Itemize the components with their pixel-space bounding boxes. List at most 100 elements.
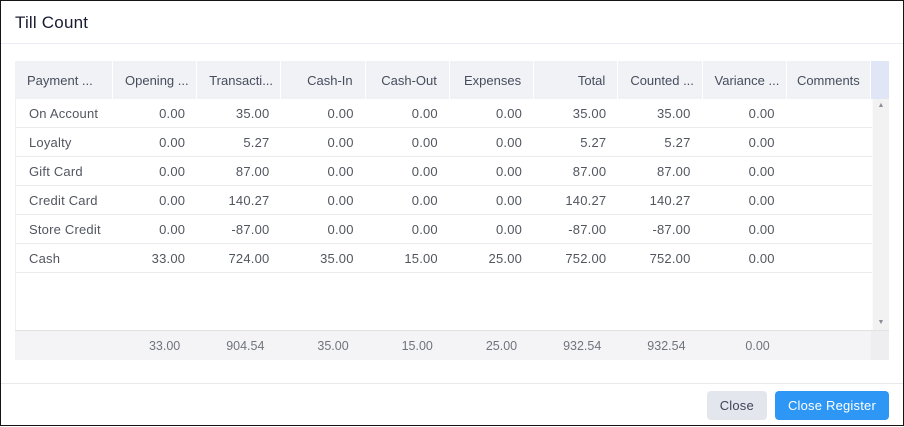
table-cell: 0.00 — [495, 192, 523, 208]
till-count-table: Payment ... Opening ... Transacti... Cash-I… — [15, 61, 889, 360]
table-cell: 0.00 — [748, 250, 775, 266]
table-cell: 25.00 — [488, 250, 523, 266]
table-cell: 0.00 — [159, 105, 186, 121]
header-cell[interactable]: Expenses — [450, 61, 535, 99]
table-cell: 0.00 — [748, 192, 775, 208]
table-cell: 0.00 — [411, 221, 438, 237]
close-register-button[interactable]: Close Register — [774, 391, 889, 420]
footer-cell — [787, 331, 871, 360]
header-scrollbar-spacer — [870, 61, 889, 99]
header-cell[interactable]: Total — [534, 61, 619, 99]
table-cell: 87.00 — [235, 163, 270, 179]
table-cell: 5.27 — [580, 134, 607, 150]
footer-cell: 25.00 — [485, 338, 518, 353]
table-cell: 0.00 — [327, 221, 354, 237]
footer-cell: 0.00 — [745, 338, 770, 353]
table-cell: 0.00 — [327, 163, 354, 179]
table-row[interactable]: Loyalty 0.00 5.27 0.00 0.00 0.00 5.27 5.27 0.00 — [16, 128, 872, 157]
footer-cell: 33.00 — [148, 338, 181, 353]
table-cell: 0.00 — [159, 163, 186, 179]
table-cell: 0.00 — [411, 163, 438, 179]
table-cell: 0.00 — [411, 192, 438, 208]
table-body: On Account 0.00 35.00 0.00 0.00 0.00 35.00 35.0… — [16, 99, 872, 330]
table-footer-row: 33.00 904.54 35.00 15.00 25.00 932.54 932.54 0.… — [15, 330, 889, 360]
table-cell — [788, 244, 872, 272]
table-cell — [788, 157, 872, 185]
scroll-up-icon[interactable]: ▲ — [877, 102, 885, 109]
dialog-header: Till Count — [1, 1, 903, 44]
table-cell — [788, 186, 872, 214]
footer-cell — [15, 331, 113, 360]
vertical-scrollbar[interactable]: ▲ ▼ — [872, 99, 889, 330]
header-cell[interactable]: Payment ... — [15, 61, 113, 99]
table-row[interactable]: Cash 33.00 724.00 35.00 15.00 25.00 752.00 752.… — [16, 244, 872, 273]
table-header-row: Payment ... Opening ... Transacti... Cash-I… — [15, 61, 889, 99]
header-cell[interactable]: Variance ... — [703, 61, 787, 99]
footer-cell: 904.54 — [226, 338, 265, 353]
table-cell: 0.00 — [411, 134, 438, 150]
table-row[interactable]: Store Credit 0.00 -87.00 0.00 0.00 0.00 -87.00… — [16, 215, 872, 244]
table-cell: 0.00 — [327, 134, 354, 150]
table-cell: 0.00 — [159, 134, 186, 150]
table-cell: -87.00 — [652, 221, 691, 237]
table-cell: 0.00 — [327, 192, 354, 208]
table-cell: Cash — [29, 250, 61, 266]
table-cell: 35.00 — [320, 250, 354, 266]
table-cell: -87.00 — [568, 221, 607, 237]
footer-cell: 932.54 — [563, 338, 602, 353]
header-cell[interactable]: Comments — [787, 61, 871, 99]
table-row[interactable]: On Account 0.00 35.00 0.00 0.00 0.00 35.00 35.0… — [16, 99, 872, 128]
footer-cell: 932.54 — [647, 338, 686, 353]
table-cell: 15.00 — [404, 250, 438, 266]
header-cell[interactable]: Cash-In — [281, 61, 366, 99]
table-cell: 5.27 — [243, 134, 270, 150]
footer-cell: 35.00 — [317, 338, 349, 353]
table-cell: 0.00 — [159, 221, 186, 237]
table-cell: 87.00 — [572, 163, 607, 179]
table-row[interactable]: Gift Card 0.00 87.00 0.00 0.00 0.00 87.00 87.00… — [16, 157, 872, 186]
table-cell: 140.27 — [649, 192, 691, 208]
table-cell: 87.00 — [656, 163, 691, 179]
table-cell: 0.00 — [748, 134, 775, 150]
table-cell: 0.00 — [495, 163, 523, 179]
table-body-wrap: On Account 0.00 35.00 0.00 0.00 0.00 35.00 35.0… — [15, 99, 889, 330]
table-cell: Gift Card — [29, 163, 83, 179]
dialog-footer: Close Close Register — [1, 383, 903, 427]
table-cell: 0.00 — [748, 105, 775, 121]
footer-cell: 15.00 — [401, 338, 433, 353]
table-cell: 724.00 — [228, 250, 270, 266]
table-cell: 0.00 — [495, 221, 523, 237]
table-cell — [788, 128, 872, 156]
table-cell: 752.00 — [565, 250, 607, 266]
dialog-title: Till Count — [15, 13, 89, 32]
table-cell: 0.00 — [748, 221, 775, 237]
table-cell: 0.00 — [495, 105, 523, 121]
table-cell — [788, 99, 872, 127]
footer-scrollbar-corner — [870, 331, 889, 360]
header-cell[interactable]: Opening ... — [113, 61, 198, 99]
header-cell[interactable]: Counted ... — [618, 61, 703, 99]
scroll-down-icon[interactable]: ▼ — [877, 319, 885, 326]
table-row[interactable]: Credit Card 0.00 140.27 0.00 0.00 0.00 140.27 1… — [16, 186, 872, 215]
table-cell: 0.00 — [411, 105, 438, 121]
table-cell: Loyalty — [29, 134, 72, 150]
table-cell: Credit Card — [29, 192, 98, 208]
table-cell: 33.00 — [151, 250, 186, 266]
table-cell: 35.00 — [572, 105, 607, 121]
table-cell: 35.00 — [235, 105, 270, 121]
header-cell[interactable]: Transacti... — [197, 61, 282, 99]
table-cell: -87.00 — [231, 221, 270, 237]
table-cell: 140.27 — [228, 192, 270, 208]
table-cell: 0.00 — [495, 134, 523, 150]
table-cell: 0.00 — [159, 192, 186, 208]
table-cell: 752.00 — [649, 250, 691, 266]
header-cell[interactable]: Cash-Out — [366, 61, 450, 99]
table-cell: Store Credit — [29, 221, 101, 237]
table-cell: 140.27 — [565, 192, 607, 208]
close-button[interactable]: Close — [706, 391, 767, 420]
table-cell: 0.00 — [327, 105, 354, 121]
table-cell: On Account — [29, 105, 99, 121]
table-cell — [788, 215, 872, 243]
table-cell: 35.00 — [656, 105, 691, 121]
